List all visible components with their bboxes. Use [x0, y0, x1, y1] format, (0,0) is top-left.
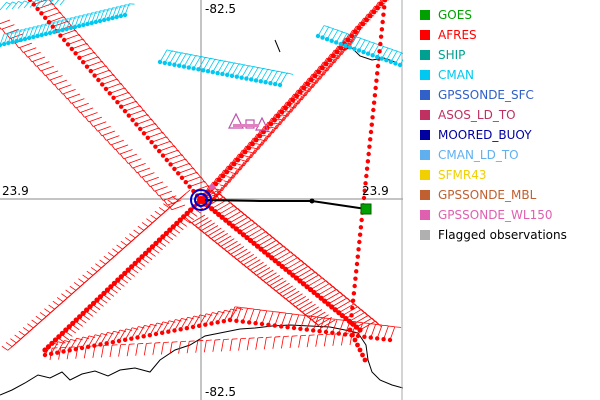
legend-cman[interactable]: CMAN — [420, 65, 598, 85]
legend-swatch — [420, 230, 430, 240]
legend-moored-buoy[interactable]: MOORED_BUOY — [420, 125, 598, 145]
legend-label: SHIP — [438, 48, 466, 62]
buoy-track — [200, 198, 372, 215]
legend-label: SFMR43 — [438, 168, 487, 182]
legend-label: AFRES — [438, 28, 477, 42]
legend-cman-ld-to[interactable]: CMAN_LD_TO — [420, 145, 598, 165]
legend-swatch — [420, 10, 430, 20]
legend-swatch — [420, 130, 430, 140]
legend-label: Flagged observations — [438, 228, 567, 242]
legend-goes[interactable]: GOES — [420, 5, 598, 25]
map-canvas[interactable]: -82.5 -82.5 23.9 23.9 — [0, 0, 403, 400]
legend-gpssonde-sfc[interactable]: GPSSONDE_SFC — [420, 85, 598, 105]
legend-sfmr43[interactable]: SFMR43 — [420, 165, 598, 185]
legend-label: ASOS_LD_TO — [438, 108, 516, 122]
legend-asos-ld-to[interactable]: ASOS_LD_TO — [420, 105, 598, 125]
legend-label: GOES — [438, 8, 472, 22]
legend-swatch — [420, 50, 430, 60]
legend-gpssonde-wl150[interactable]: GPSSONDE_WL150 — [420, 205, 598, 225]
observation-dots — [0, 0, 403, 363]
legend-label: CMAN_LD_TO — [438, 148, 519, 162]
legend: GOES AFRES SHIP CMAN GPSSONDE_SFC ASOS_LD_TO M… — [420, 5, 598, 245]
legend-swatch — [420, 170, 430, 180]
legend-label: GPSSONDE_SFC — [438, 88, 534, 102]
legend-label: CMAN — [438, 68, 474, 82]
storm-center — [190, 189, 212, 211]
legend-label: GPSSONDE_MBL — [438, 188, 537, 202]
legend-swatch — [420, 150, 430, 160]
legend-gpssonde-mbl[interactable]: GPSSONDE_MBL — [420, 185, 598, 205]
legend-label: GPSSONDE_WL150 — [438, 208, 553, 222]
lon-label-bottom: -82.5 — [205, 385, 236, 399]
lat-label-left: 23.9 — [2, 184, 29, 198]
legend-swatch — [420, 30, 430, 40]
legend-swatch — [420, 190, 430, 200]
lon-label-top: -82.5 — [205, 2, 236, 16]
asos-markers — [209, 112, 269, 190]
lat-label-right: 23.9 — [362, 184, 389, 198]
legend-ship[interactable]: SHIP — [420, 45, 598, 65]
legend-swatch — [420, 90, 430, 100]
legend-label: MOORED_BUOY — [438, 128, 532, 142]
goes-marker — [360, 203, 372, 215]
legend-afres[interactable]: AFRES — [420, 25, 598, 45]
legend-swatch — [420, 110, 430, 120]
legend-swatch — [420, 210, 430, 220]
legend-swatch — [420, 70, 430, 80]
legend-flagged[interactable]: Flagged observations — [420, 225, 598, 245]
